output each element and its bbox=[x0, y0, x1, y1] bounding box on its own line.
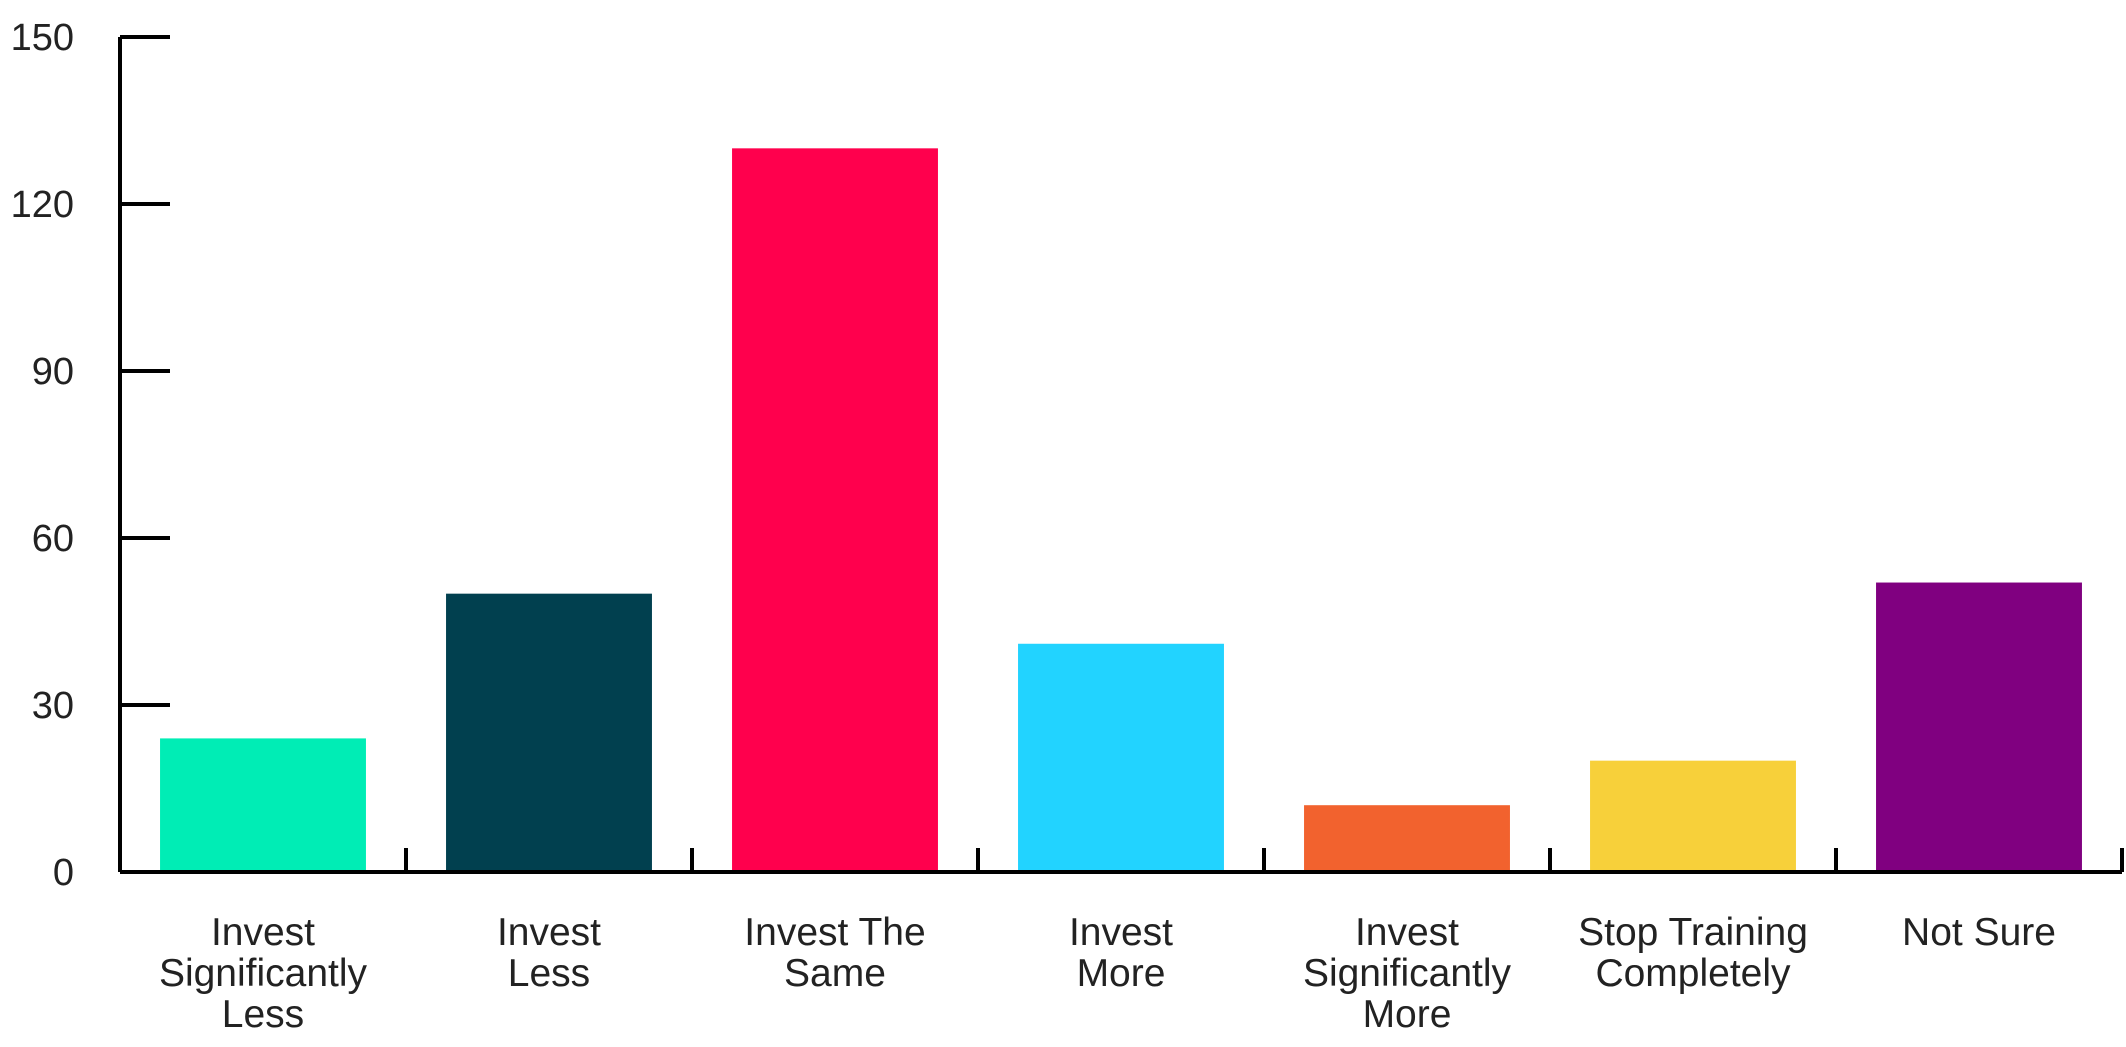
y-tick-label: 30 bbox=[32, 685, 74, 727]
bar bbox=[732, 148, 938, 873]
y-tick-label: 90 bbox=[32, 351, 74, 393]
y-tick-label: 60 bbox=[32, 518, 74, 560]
x-category-label: Invest Significantly Less bbox=[159, 911, 368, 1036]
bar bbox=[1590, 760, 1796, 872]
x-category-label: Invest The Same bbox=[744, 911, 925, 995]
y-tick-label: 150 bbox=[11, 17, 74, 59]
bar bbox=[1304, 805, 1510, 872]
x-category-label: Not Sure bbox=[1902, 911, 2056, 954]
bar bbox=[446, 593, 652, 872]
bar bbox=[160, 738, 366, 872]
x-category-label: Invest More bbox=[1069, 911, 1173, 995]
x-category-label: Invest Significantly More bbox=[1303, 911, 1512, 1036]
x-category-label: Stop Training Completely bbox=[1578, 911, 1808, 995]
bar bbox=[1876, 582, 2082, 872]
x-category-label: Invest Less bbox=[497, 911, 601, 995]
x-axis-category-labels: Invest Significantly Less Invest Less Invest … bbox=[159, 911, 2056, 1036]
y-tick-label: 120 bbox=[11, 184, 74, 226]
bar bbox=[1018, 643, 1224, 872]
y-axis-tick-labels: 0 30 60 90 120 150 bbox=[11, 17, 74, 894]
bars bbox=[160, 148, 2082, 873]
x-axis-ticks bbox=[404, 848, 2124, 872]
y-tick-label: 0 bbox=[53, 852, 74, 894]
